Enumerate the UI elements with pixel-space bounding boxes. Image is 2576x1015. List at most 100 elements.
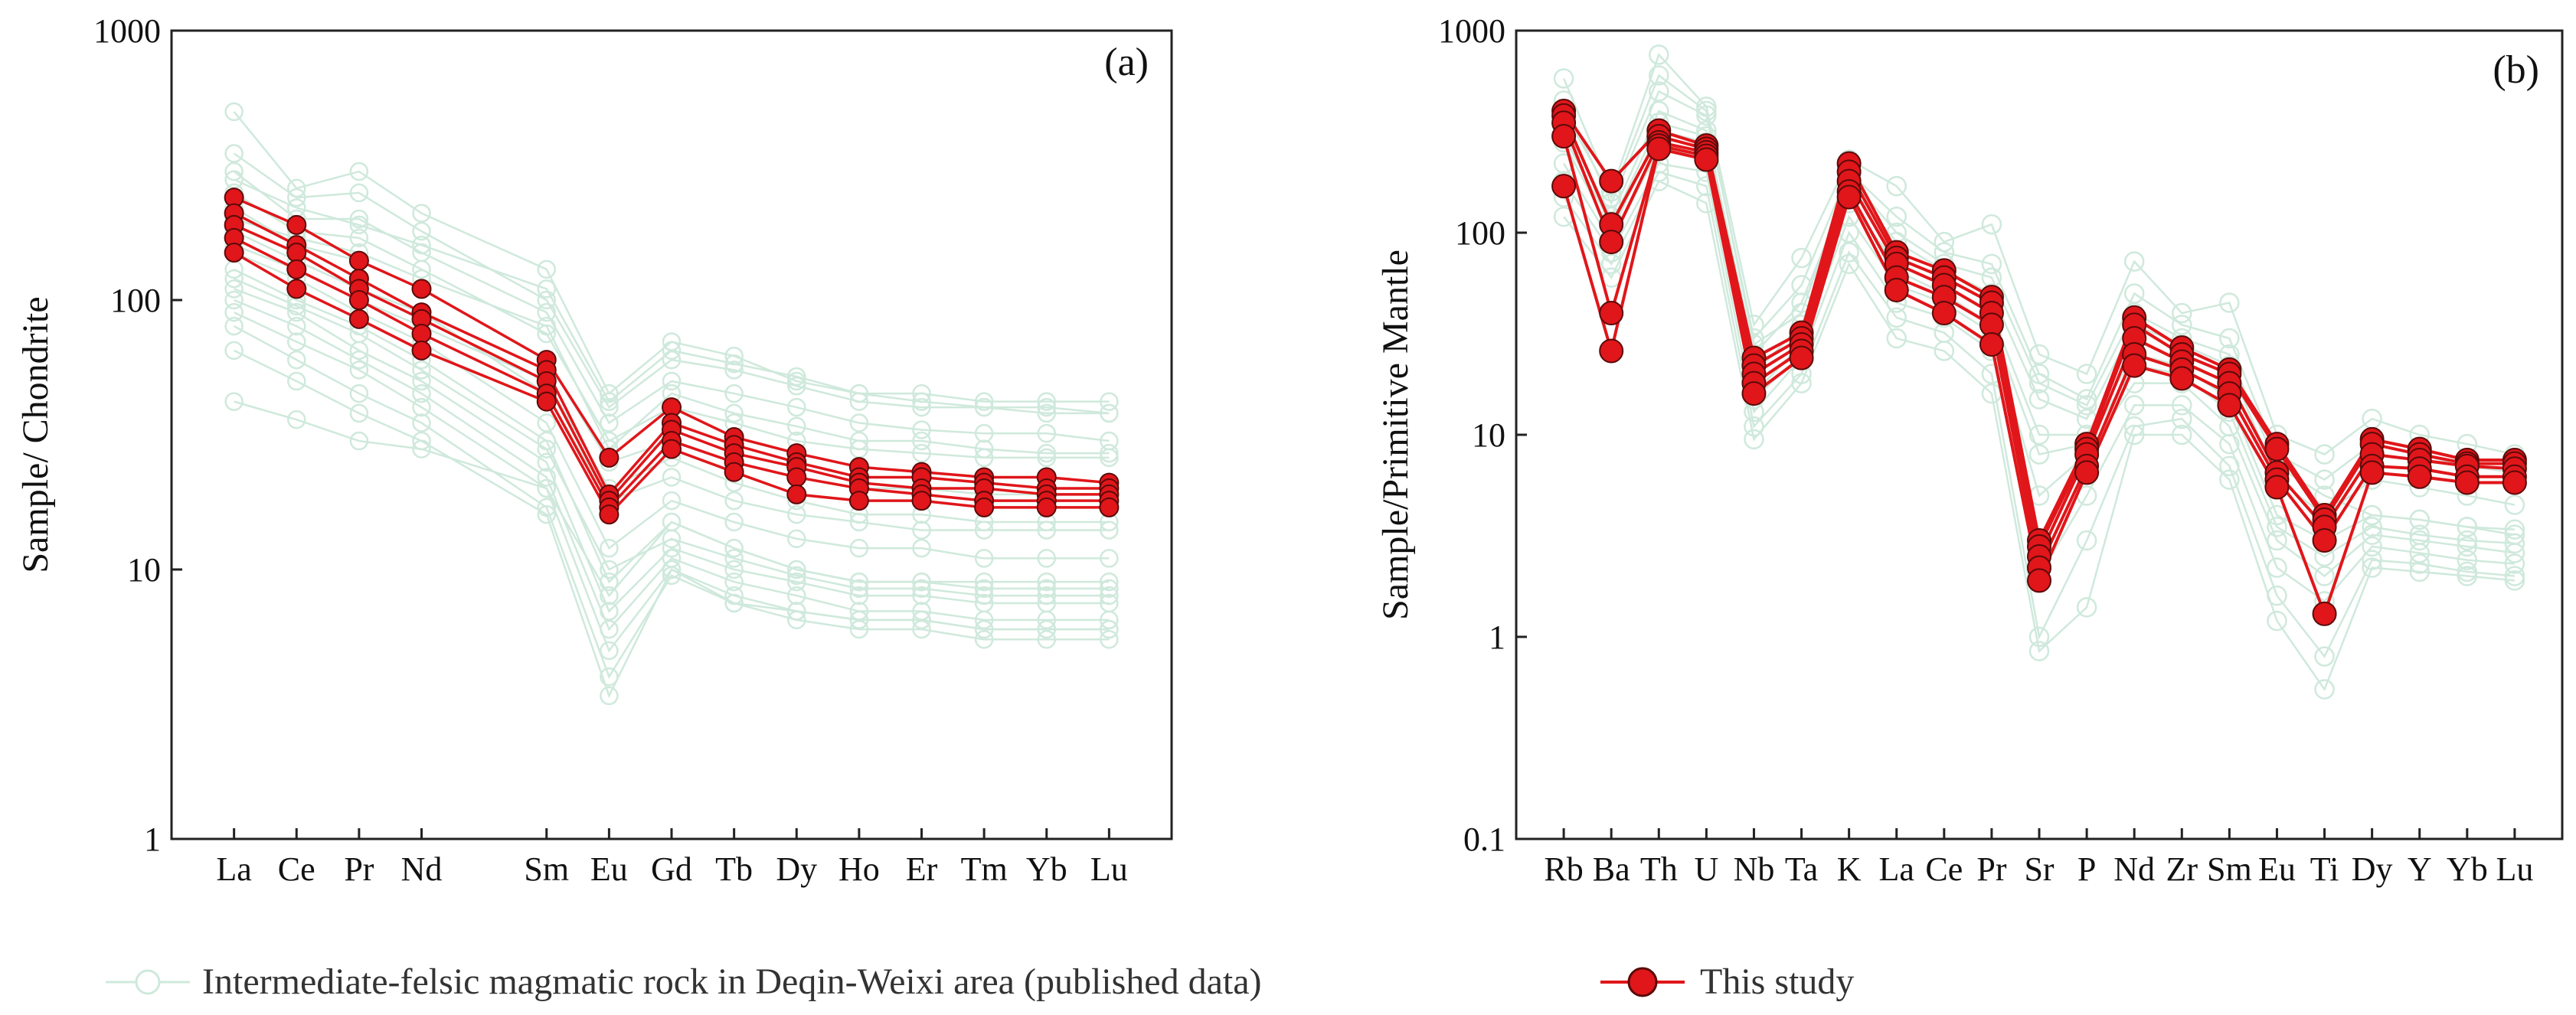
published-point <box>412 439 431 459</box>
published-point <box>1100 448 1119 468</box>
published-point <box>912 610 931 630</box>
published-point <box>849 572 869 592</box>
published-point <box>537 439 556 459</box>
published-point <box>662 468 682 487</box>
published-point <box>287 316 306 336</box>
published-point <box>787 416 806 436</box>
published-point <box>2457 530 2478 551</box>
published-point <box>1649 81 1669 102</box>
this-study-point <box>286 279 307 299</box>
published-point <box>1100 619 1119 639</box>
published-point <box>1037 586 1056 605</box>
published-point <box>537 468 556 487</box>
this-study-point <box>786 484 807 504</box>
published-point <box>2504 543 2525 563</box>
published-point <box>1981 214 2002 235</box>
x-tick-label: Sr <box>2024 850 2054 888</box>
published-point <box>2457 566 2478 586</box>
published-point <box>2123 251 2145 272</box>
published-point <box>349 209 369 229</box>
x-tick-label: Lu <box>1090 850 1128 888</box>
this-study-point <box>1741 381 1767 406</box>
published-point <box>2123 395 2145 416</box>
published-point <box>287 332 306 351</box>
x-tick-label: Gd <box>651 850 692 888</box>
published-point <box>787 397 806 417</box>
this-study-series-line <box>233 237 1110 510</box>
published-point <box>2362 536 2382 557</box>
published-point <box>2409 509 2430 530</box>
published-point <box>2314 566 2335 586</box>
panel-b-label: (b) <box>2493 48 2539 92</box>
published-point <box>287 410 306 429</box>
this-study-point <box>1099 497 1120 517</box>
this-study-point <box>1599 168 1624 194</box>
published-point <box>1037 443 1056 463</box>
y-tick-label: 10 <box>127 551 161 589</box>
published-point <box>724 560 744 579</box>
published-point <box>537 413 556 432</box>
published-point <box>1600 253 1622 275</box>
published-point <box>974 423 994 443</box>
this-study-point <box>2502 470 2527 495</box>
this-study-series-line <box>233 224 1110 504</box>
x-tick-label: Eu <box>590 850 628 888</box>
published-series-line <box>234 400 1110 598</box>
published-series-line <box>234 349 1110 699</box>
published-point <box>1037 448 1056 468</box>
x-tick-label: Dy <box>2352 850 2393 888</box>
this-study-point <box>2264 475 2290 500</box>
published-point <box>2172 315 2192 335</box>
x-tick-label: Tm <box>961 850 1008 888</box>
panel-a-y-axis: 1 10 100 1000 <box>93 12 182 858</box>
this-study-point <box>1599 301 1624 326</box>
published-point <box>1553 68 1574 89</box>
published-point <box>2504 494 2525 515</box>
published-series-line <box>233 111 1110 403</box>
this-study-point <box>224 243 244 263</box>
y-tick-label: 0.1 <box>1463 821 1505 858</box>
x-tick-label: Lu <box>2496 850 2533 888</box>
published-point <box>1100 579 1119 599</box>
published-point <box>1886 328 1907 349</box>
legend-this-study-swatch <box>1600 967 1685 997</box>
published-point <box>662 566 682 586</box>
published-point <box>2504 519 2525 540</box>
published-point <box>2362 504 2382 526</box>
this-study-point <box>724 462 744 482</box>
published-point <box>1839 253 1859 275</box>
x-tick-label: Nd <box>2113 850 2155 888</box>
published-point <box>600 641 619 661</box>
published-series-line <box>234 178 1110 415</box>
x-tick-label: Sm <box>524 850 569 888</box>
published-point <box>912 521 931 540</box>
published-point <box>1037 549 1056 568</box>
y-tick-label: 10 <box>1472 416 1505 454</box>
this-study-point <box>662 439 682 459</box>
published-point <box>1100 403 1119 423</box>
x-tick-label: Ce <box>278 850 315 888</box>
this-study-point <box>348 308 369 329</box>
published-point <box>2362 557 2382 578</box>
this-study-point <box>411 340 432 361</box>
published-point <box>724 491 744 511</box>
this-study-point <box>411 323 432 344</box>
x-tick-label: P <box>2077 850 2096 888</box>
this-study-point <box>536 391 557 412</box>
published-point <box>287 188 306 207</box>
published-series-line <box>234 299 1110 632</box>
published-point <box>2362 524 2382 545</box>
published-point <box>724 512 744 532</box>
published-point <box>537 302 556 322</box>
published-point <box>1696 100 1717 122</box>
published-point <box>2504 566 2525 586</box>
published-point <box>787 529 806 549</box>
published-point <box>2504 570 2525 591</box>
this-study-point <box>599 504 619 525</box>
this-study-point <box>348 290 369 310</box>
legend-this-study-label: This study <box>1700 961 1854 1002</box>
published-point <box>349 361 369 380</box>
published-series-line <box>234 217 1110 455</box>
x-tick-label: Er <box>906 850 938 888</box>
published-point <box>849 579 869 599</box>
